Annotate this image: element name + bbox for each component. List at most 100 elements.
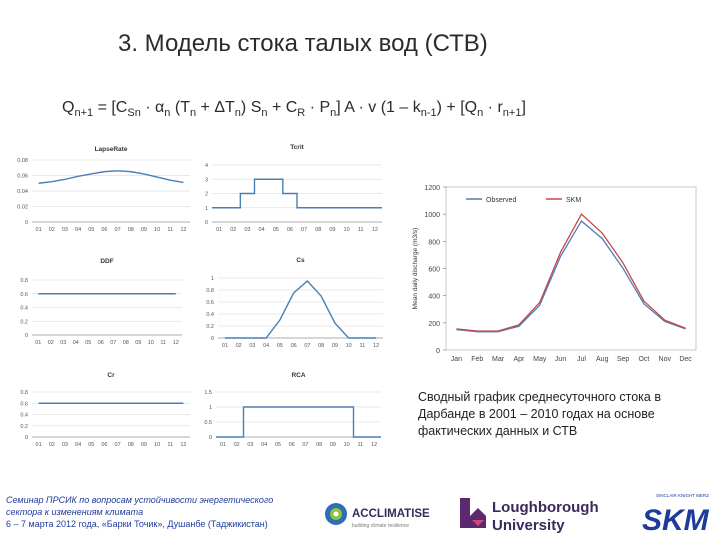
x-tick-label: 08 (315, 227, 321, 233)
formula-subscript: n (261, 107, 268, 120)
y-tick-label: 400 (428, 294, 440, 301)
x-tick-label: 06 (101, 442, 107, 448)
y-tick-label: 0.6 (20, 292, 28, 298)
x-tick-label: 07 (110, 340, 116, 346)
x-tick-label: 03 (62, 227, 68, 233)
loughborough-name: Loughborough (492, 499, 599, 516)
x-tick-label: 11 (358, 442, 364, 448)
legend-label: SKM (566, 197, 581, 204)
x-tick-label: 10 (344, 227, 350, 233)
formula-text: ) + [Q (436, 99, 478, 116)
skm-logo: SINCLAIR KNIGHT MERZ SKM (642, 493, 710, 537)
y-tick-label: 0 (209, 435, 212, 441)
x-tick-label: 07 (115, 227, 121, 233)
x-tick-label: 04 (73, 340, 79, 346)
university-name: University (492, 517, 565, 534)
chart-title: LapseRate (95, 146, 128, 153)
y-axis-label: Mean daily discharge (m3/s) (412, 228, 419, 310)
y-tick-label: 800 (428, 239, 440, 246)
x-tick-label: 07 (304, 343, 310, 349)
x-tick-label: 04 (259, 227, 265, 233)
y-tick-label: 1 (211, 276, 214, 282)
x-tick-label: 12 (371, 442, 377, 448)
x-tick-label: 04 (75, 442, 81, 448)
x-tick-label: 10 (154, 442, 160, 448)
x-tick-label: 06 (287, 227, 293, 233)
series-line (224, 280, 377, 339)
formula-subscript: n (234, 107, 241, 120)
formula-text: = [C (93, 99, 128, 116)
formula-subscript: R (297, 107, 306, 120)
x-tick-label: Dec (679, 356, 692, 363)
mini-chart-rca: RCA 0 0.5 1 1.5 01 02 03 04 05 06 07 08 09 10 11 12 (204, 372, 381, 448)
x-tick-label: Aug (596, 356, 609, 363)
seminar-line-3: 6 – 7 марта 2012 года, «Барки Точик», Ду… (6, 519, 268, 529)
x-tick-label: 01 (222, 343, 228, 349)
x-tick-label: 08 (316, 442, 322, 448)
formula-subscript: n (477, 107, 484, 120)
seminar-info: Семинар ПРСИК по вопросам устойчивости э… (6, 494, 306, 530)
x-tick-label: 11 (167, 442, 173, 448)
formula-text: ] (521, 99, 526, 116)
acclimatise-name: ACCLIMATISE (352, 508, 430, 520)
y-tick-label: 0 (211, 336, 214, 342)
x-tick-label: 07 (301, 227, 307, 233)
x-tick-label: 06 (101, 227, 107, 233)
x-tick-label: 09 (332, 343, 338, 349)
x-tick-label: 09 (329, 227, 335, 233)
series-line-skm (456, 213, 686, 332)
x-tick-label: 05 (88, 227, 94, 233)
x-tick-label: Jan (451, 356, 462, 363)
series-line-observed (456, 219, 686, 333)
y-tick-label: 0.08 (17, 158, 28, 164)
x-tick-label: 05 (88, 442, 94, 448)
x-tick-label: 09 (330, 442, 336, 448)
x-tick-label: 04 (261, 442, 267, 448)
x-tick-label: 04 (263, 343, 269, 349)
loughborough-logo: Loughborough University (460, 498, 599, 534)
y-tick-label: 200 (428, 321, 440, 328)
y-tick-label: 0.06 (17, 174, 28, 180)
x-tick-label: 10 (344, 442, 350, 448)
formula-text: ) S (240, 99, 262, 116)
x-tick-label: 08 (123, 340, 129, 346)
x-tick-label: 02 (49, 442, 55, 448)
y-tick-label: 1200 (424, 185, 440, 192)
x-tick-label: 04 (75, 227, 81, 233)
y-tick-label: 0.04 (17, 189, 28, 195)
x-tick-label: 07 (302, 442, 308, 448)
formula-text: (T (170, 99, 190, 116)
x-tick-label: Jul (577, 356, 586, 363)
x-tick-label: 11 (360, 343, 366, 349)
logos-bar: ACCLIMATISE building climate resilience … (325, 493, 710, 537)
formula-text: Q (62, 99, 75, 116)
x-tick-label: 02 (234, 442, 240, 448)
x-tick-label: 06 (98, 340, 104, 346)
x-tick-label: 05 (85, 340, 91, 346)
y-tick-label: 0.6 (20, 401, 28, 407)
y-tick-label: 0 (25, 435, 28, 441)
x-tick-label: 03 (60, 340, 66, 346)
x-tick-label: 05 (273, 227, 279, 233)
x-tick-label: 12 (173, 340, 179, 346)
y-tick-label: 4 (205, 163, 208, 169)
y-tick-label: 1 (209, 405, 212, 411)
x-tick-label: 12 (180, 442, 186, 448)
x-tick-label: 02 (48, 340, 54, 346)
y-tick-label: 0 (436, 348, 440, 355)
x-tick-label: 11 (160, 340, 166, 346)
y-tick-label: 1000 (424, 212, 440, 219)
chart-title: Cs (296, 257, 305, 264)
x-tick-label: 03 (247, 442, 253, 448)
y-tick-label: 0.02 (17, 205, 28, 211)
y-tick-label: 1.5 (204, 390, 212, 396)
x-tick-label: 09 (141, 442, 147, 448)
x-tick-label: Mar (492, 356, 505, 363)
x-tick-label: 07 (115, 442, 121, 448)
series-line (212, 178, 382, 209)
formula-subscript: n (164, 107, 171, 120)
series-line (38, 170, 184, 184)
x-tick-label: 02 (236, 343, 242, 349)
x-tick-label: 08 (128, 227, 134, 233)
